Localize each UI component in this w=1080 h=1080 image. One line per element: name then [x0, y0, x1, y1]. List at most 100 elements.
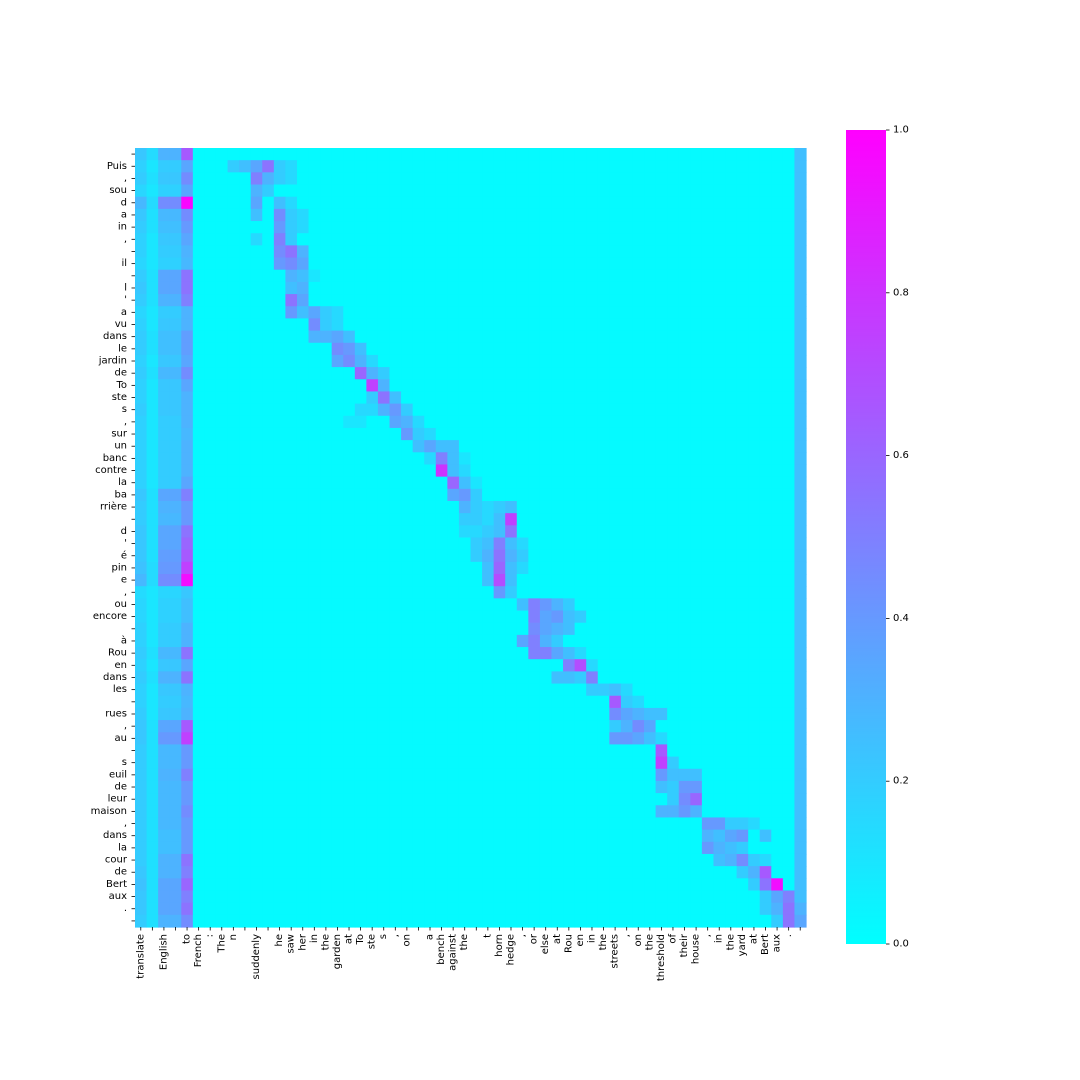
- heatmap-cell: [262, 148, 275, 161]
- heatmap-cell: [794, 622, 807, 636]
- heatmap-cell: [678, 561, 691, 575]
- heatmap-cell: [158, 513, 171, 526]
- heatmap-cell: [678, 610, 691, 624]
- heatmap-cell: [296, 732, 310, 746]
- heatmap-cell: [794, 160, 807, 173]
- heatmap-cell: [644, 281, 657, 295]
- heatmap-cell: [204, 269, 217, 283]
- heatmap-cell: [632, 269, 645, 283]
- heatmap-cell: [667, 744, 680, 758]
- heatmap-cell: [539, 148, 553, 161]
- heatmap-cell: [551, 574, 564, 587]
- heatmap-cell: [771, 756, 784, 770]
- heatmap-cell: [343, 184, 356, 198]
- heatmap-cell: [296, 561, 310, 575]
- heatmap-cell: [389, 841, 402, 855]
- heatmap-cell: [158, 318, 171, 332]
- heatmap-cell: [320, 890, 333, 904]
- heatmap-cell: [516, 148, 529, 161]
- heatmap-cell: [169, 221, 182, 234]
- heatmap-cell: [713, 622, 726, 636]
- heatmap-cell: [620, 695, 634, 709]
- heatmap-cell: [586, 488, 599, 502]
- heatmap-cell: [181, 537, 194, 551]
- heatmap-cell: [412, 610, 425, 624]
- heatmap-cell: [482, 257, 495, 271]
- heatmap-cell: [412, 245, 425, 259]
- heatmap-cell: [748, 622, 761, 636]
- heatmap-cell: [713, 513, 726, 526]
- heatmap-cell: [377, 890, 391, 904]
- heatmap-cell: [320, 707, 333, 721]
- heatmap-cell: [320, 683, 333, 697]
- heatmap-cell: [435, 695, 448, 709]
- heatmap-cell: [551, 500, 564, 514]
- heatmap-cell: [701, 902, 715, 916]
- heatmap-cell: [667, 354, 680, 368]
- heatmap-cell: [343, 427, 356, 441]
- heatmap-cell: [181, 732, 194, 746]
- heatmap-cell: [470, 695, 483, 709]
- heatmap-cell: [597, 574, 610, 587]
- heatmap-cell: [343, 354, 356, 368]
- heatmap-cell: [331, 720, 344, 733]
- heatmap-cell: [539, 890, 553, 904]
- heatmap-cell: [424, 318, 437, 332]
- heatmap-cell: [759, 464, 772, 478]
- heatmap-cell: [482, 683, 495, 697]
- heatmap-cell: [690, 476, 703, 490]
- heatmap-cell: [690, 768, 703, 782]
- heatmap-cell: [620, 330, 634, 344]
- heatmap-cell: [192, 720, 206, 733]
- heatmap-cell: [308, 294, 321, 307]
- heatmap-cell: [632, 354, 645, 368]
- heatmap-cell: [597, 732, 610, 746]
- heatmap-cell: [632, 732, 645, 746]
- heatmap-cell: [713, 671, 726, 685]
- heatmap-cell: [551, 695, 564, 709]
- heatmap-cell: [435, 330, 448, 344]
- heatmap-cell: [320, 196, 333, 210]
- heatmap-cell: [782, 415, 796, 429]
- heatmap-cell: [215, 768, 229, 782]
- heatmap-cell: [620, 853, 634, 867]
- heatmap-cell: [401, 683, 414, 697]
- heatmap-cell: [609, 561, 622, 575]
- heatmap-cell: [181, 160, 194, 173]
- heatmap-cell: [632, 281, 645, 295]
- heatmap-cell: [308, 732, 321, 746]
- heatmap-cell: [563, 659, 576, 672]
- heatmap-cell: [435, 574, 448, 587]
- heatmap-cell: [748, 914, 761, 928]
- heatmap-cell: [620, 890, 634, 904]
- heatmap-cell: [563, 695, 576, 709]
- heatmap-cell: [794, 598, 807, 612]
- heatmap-cell: [250, 196, 263, 210]
- heatmap-cell: [736, 160, 749, 173]
- heatmap-cell: [748, 233, 761, 246]
- heatmap-cell: [192, 415, 206, 429]
- heatmap-cell: [343, 281, 356, 295]
- heatmap-cell: [586, 342, 599, 356]
- heatmap-cell: [586, 500, 599, 514]
- heatmap-cell: [389, 866, 402, 879]
- heatmap-cell: [528, 318, 541, 332]
- heatmap-cell: [447, 342, 460, 356]
- heatmap-cell: [458, 184, 472, 198]
- heatmap-cell: [181, 196, 194, 210]
- heatmap-cell: [505, 330, 518, 344]
- heatmap-cell: [644, 354, 657, 368]
- heatmap-cell: [331, 306, 344, 319]
- heatmap-cell: [435, 647, 448, 660]
- heatmap-cell: [227, 269, 240, 283]
- heatmap-cell: [158, 586, 171, 599]
- heatmap-cell: [748, 610, 761, 624]
- heatmap-cell: [667, 841, 680, 855]
- heatmap-cell: [493, 634, 506, 648]
- heatmap-cell: [620, 561, 634, 575]
- heatmap-cell: [331, 342, 344, 356]
- heatmap-cell: [227, 756, 240, 770]
- heatmap-cell: [574, 379, 587, 393]
- heatmap-cell: [424, 598, 437, 612]
- heatmap-cell: [482, 647, 495, 660]
